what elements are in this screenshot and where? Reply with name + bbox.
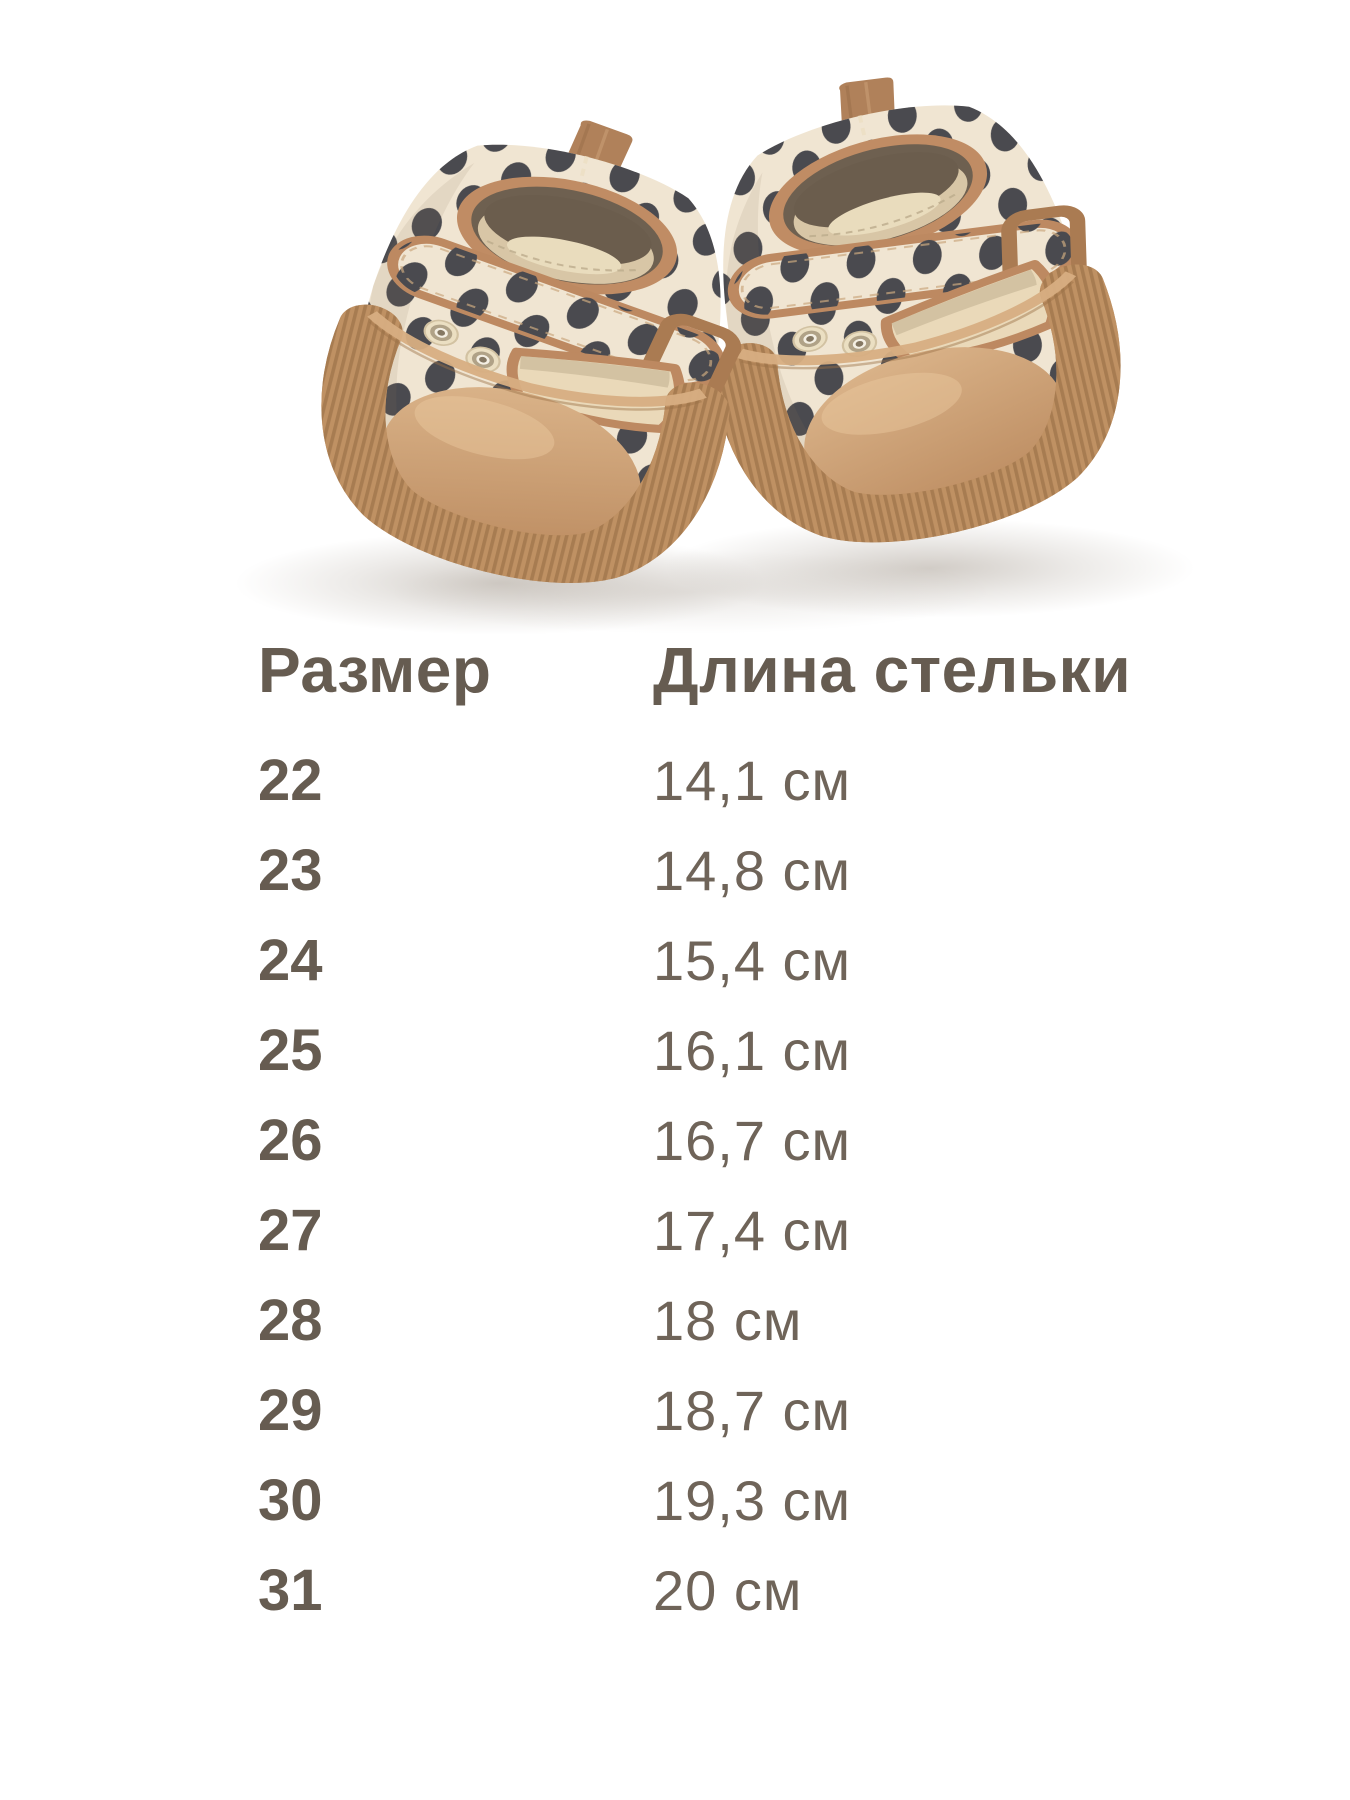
length-cell: 16,7 см [653,1108,852,1172]
length-cell: 16,1 см [653,1018,852,1082]
size-cell: 25 [258,1017,323,1083]
length-cell: 14,1 см [653,748,852,812]
size-cell: 24 [258,927,323,993]
left-shoe [318,80,781,595]
table-row: 23 14,8 см [258,825,1310,915]
size-cell: 27 [258,1197,323,1263]
table-row: 28 18 см [258,1275,1310,1365]
table-row: 22 14,1 см [258,735,1310,825]
size-cell: 23 [258,837,323,903]
table-row: 31 20 см [258,1545,1310,1635]
length-cell: 15,4 см [653,928,852,992]
length-cell: 20 см [653,1558,803,1622]
length-cell: 18,7 см [653,1378,852,1442]
table-row: 25 16,1 см [258,1005,1310,1095]
shoes-illustration [235,0,1195,635]
table-header-row: Размер Длина стельки [258,625,1310,715]
size-table: Размер Длина стельки 22 14,1 см 23 14,8 … [258,625,1310,1635]
length-cell: 19,3 см [653,1468,852,1532]
size-cell: 31 [258,1557,323,1623]
size-cell: 26 [258,1107,323,1173]
table-row: 29 18,7 см [258,1365,1310,1455]
product-photo [0,0,1350,640]
table-row: 30 19,3 см [258,1455,1310,1545]
size-cell: 22 [258,747,323,813]
size-cell: 29 [258,1377,323,1443]
size-column-header: Размер [258,634,492,706]
length-cell: 14,8 см [653,838,852,902]
table-row: 27 17,4 см [258,1185,1310,1275]
size-cell: 28 [258,1287,323,1353]
table-row: 24 15,4 см [258,915,1310,1005]
length-cell: 17,4 см [653,1198,852,1262]
insole-length-column-header: Длина стельки [653,634,1132,706]
length-cell: 18 см [653,1288,803,1352]
size-cell: 30 [258,1467,323,1533]
table-row: 26 16,7 см [258,1095,1310,1185]
right-shoe [680,38,1137,549]
